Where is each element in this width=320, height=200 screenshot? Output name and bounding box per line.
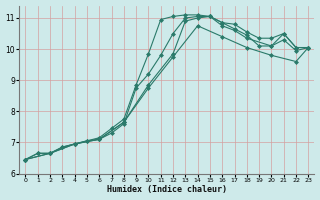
X-axis label: Humidex (Indice chaleur): Humidex (Indice chaleur) — [107, 185, 227, 194]
